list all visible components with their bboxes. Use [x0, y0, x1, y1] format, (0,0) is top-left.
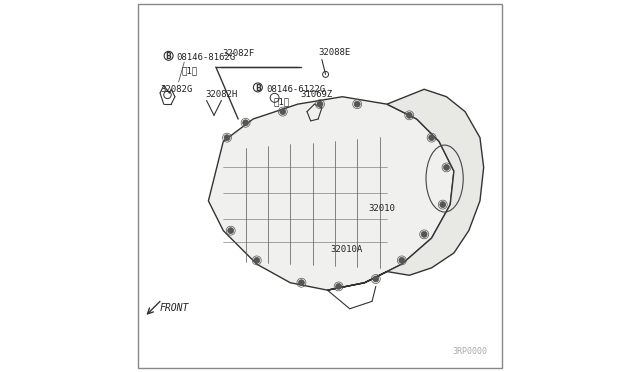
Text: 08146-6122G: 08146-6122G	[266, 85, 325, 94]
Circle shape	[335, 283, 342, 289]
Text: B: B	[166, 52, 172, 61]
Circle shape	[440, 202, 445, 208]
Circle shape	[373, 276, 379, 282]
Circle shape	[280, 109, 286, 115]
Circle shape	[421, 231, 427, 237]
Text: 32082H: 32082H	[205, 90, 237, 99]
Circle shape	[444, 164, 449, 170]
Circle shape	[298, 280, 305, 286]
Circle shape	[243, 120, 248, 126]
Text: 32082F: 32082F	[223, 49, 255, 58]
Text: （1）: （1）	[273, 98, 290, 107]
Text: 32082G: 32082G	[161, 85, 193, 94]
Circle shape	[399, 257, 405, 263]
Text: B: B	[255, 84, 260, 93]
Circle shape	[354, 101, 360, 107]
Circle shape	[406, 112, 412, 118]
Text: 31069Z: 31069Z	[300, 90, 333, 99]
Text: 32010: 32010	[369, 204, 396, 213]
Text: 08146-8162G: 08146-8162G	[177, 53, 236, 62]
Text: 32088E: 32088E	[318, 48, 350, 57]
Circle shape	[429, 135, 435, 141]
Text: 3RP0000: 3RP0000	[452, 347, 487, 356]
PathPatch shape	[209, 97, 454, 290]
Circle shape	[224, 135, 230, 141]
Circle shape	[228, 228, 234, 234]
Circle shape	[317, 101, 323, 107]
Text: （1）: （1）	[181, 66, 197, 75]
Circle shape	[254, 257, 260, 263]
PathPatch shape	[328, 89, 484, 290]
Text: FRONT: FRONT	[159, 303, 189, 313]
Text: 32010A: 32010A	[330, 245, 363, 254]
